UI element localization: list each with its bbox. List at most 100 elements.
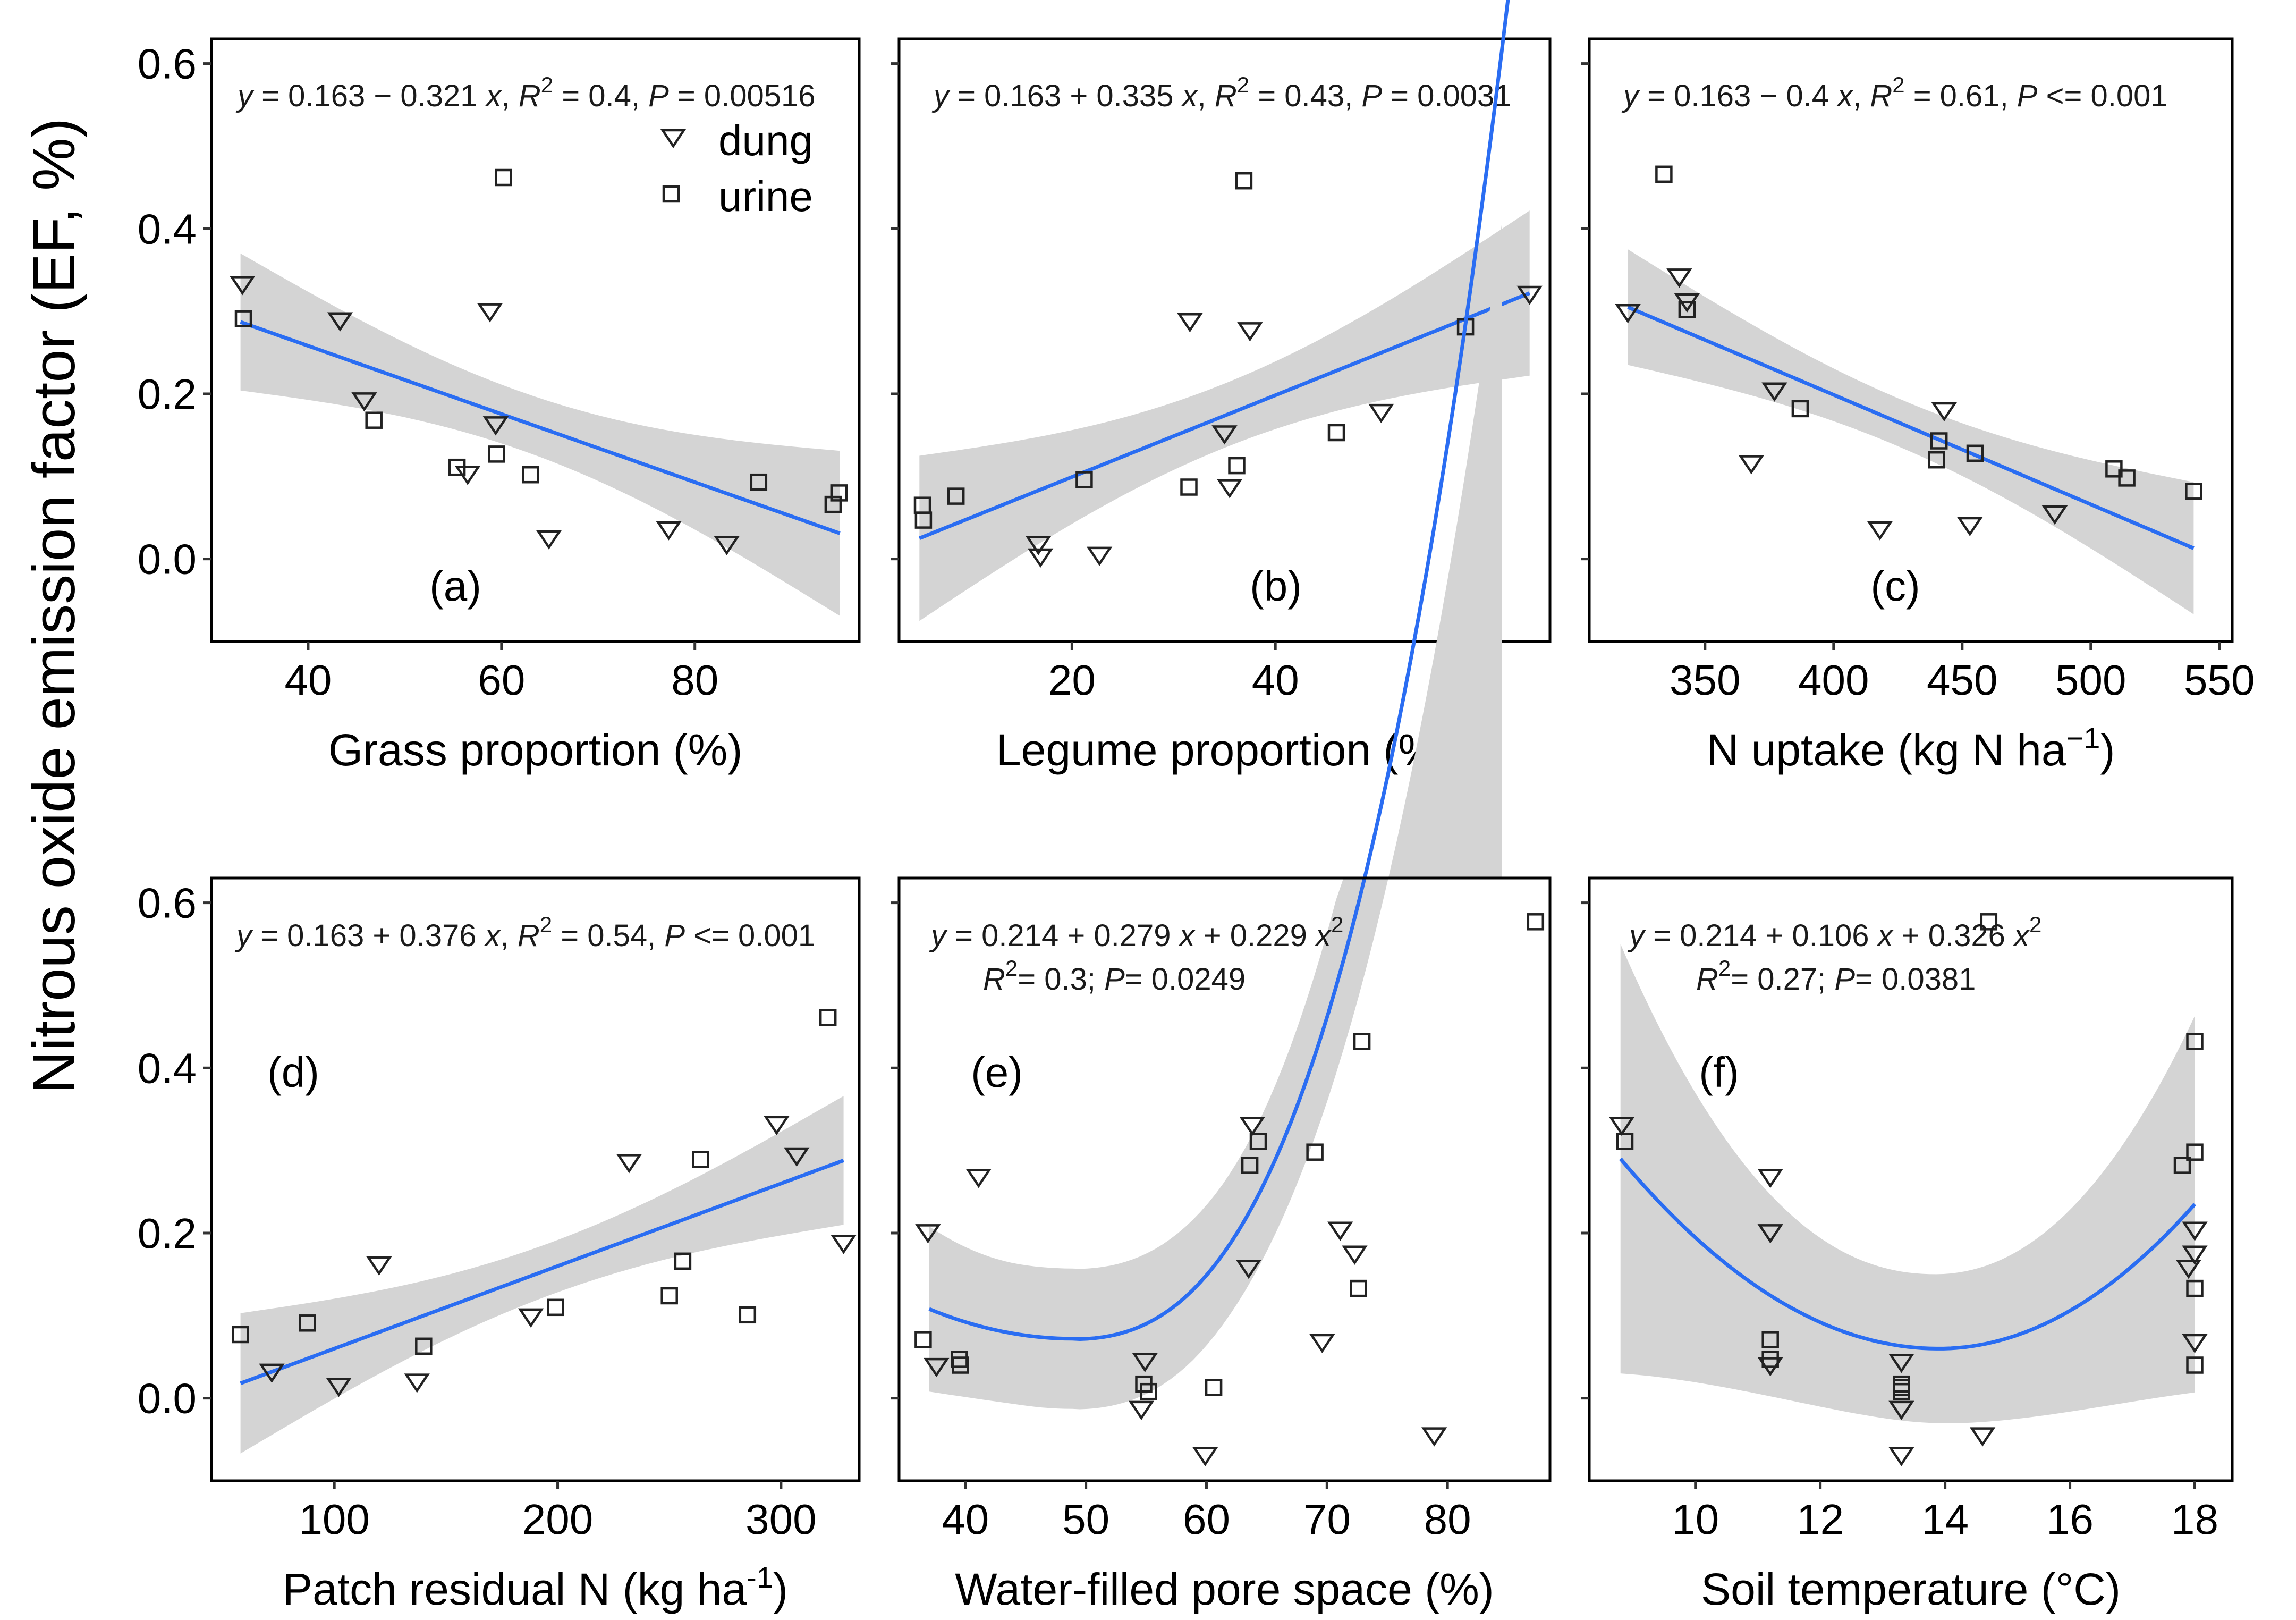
- point-urine: [448, 458, 466, 476]
- point-dung: [1666, 268, 1692, 288]
- y-axis-title: Nitrous oxide emission factor (EF, %): [21, 118, 87, 1094]
- point-urine: [1353, 1033, 1371, 1050]
- regression-stats: R2= 0.27; P= 0.0381: [1696, 956, 1976, 997]
- point-dung: [1888, 1400, 1914, 1420]
- point-dung: [2041, 505, 2068, 525]
- point-urine: [1228, 457, 1246, 475]
- y-tick-label: 0.6: [138, 880, 197, 927]
- point-urine: [2186, 1033, 2204, 1050]
- x-tick-label: 350: [1670, 656, 1740, 704]
- point-dung: [518, 1308, 544, 1328]
- plot-frame: [897, 876, 1552, 1482]
- fit-line: [1627, 305, 2195, 550]
- point-urine: [660, 1287, 678, 1305]
- point-dung: [2175, 1259, 2202, 1279]
- regression-equation: y = 0.214 + 0.279 x + 0.229 x2: [929, 912, 1343, 953]
- point-urine: [299, 1314, 316, 1332]
- x-tick-label: 20: [1048, 656, 1096, 704]
- point-urine: [947, 487, 965, 505]
- plot-frame: [897, 37, 1552, 643]
- point-urine: [1249, 1133, 1267, 1150]
- x-tick-label: 100: [299, 1496, 369, 1543]
- point-dung: [1128, 1400, 1155, 1420]
- point-urine: [2186, 1356, 2204, 1374]
- point-dung: [616, 1154, 642, 1174]
- point-dung: [831, 1235, 857, 1254]
- x-axis-title: Patch residual N (kg ha-1): [283, 1560, 788, 1614]
- point-urine: [750, 473, 768, 491]
- x-tick-label: 16: [2046, 1496, 2094, 1543]
- point-dung: [1239, 1117, 1265, 1136]
- point-dung: [1516, 285, 1543, 306]
- point-urine: [1678, 301, 1696, 318]
- fit-line: [240, 320, 841, 535]
- point-urine: [819, 1009, 837, 1026]
- point-urine: [951, 1351, 968, 1368]
- point-urine: [1075, 471, 1093, 488]
- point-urine: [2186, 1143, 2204, 1161]
- x-tick-label: 80: [671, 656, 718, 704]
- x-tick-label: 10: [1672, 1496, 1719, 1543]
- regression-equation: y = 0.163 + 0.376 x, R2 = 0.54, P <= 0.0…: [234, 912, 815, 953]
- point-dung: [477, 303, 503, 323]
- x-tick-label: 60: [1183, 1496, 1230, 1543]
- point-dung: [259, 1363, 285, 1383]
- point-urine: [1966, 444, 1984, 462]
- panel-label: (a): [429, 562, 481, 610]
- point-dung: [784, 1147, 810, 1167]
- regression-equation: y = 0.163 − 0.321 x, R2 = 0.4, P = 0.005…: [235, 72, 816, 113]
- plot-frame: [210, 876, 861, 1482]
- point-dung: [1309, 1334, 1335, 1354]
- regression-equation: y = 0.163 + 0.335 x, R2 = 0.43, P = 0.00…: [931, 72, 1512, 113]
- point-urine: [1306, 1143, 1324, 1161]
- y-tick-label: 0.2: [138, 370, 197, 418]
- point-dung: [1738, 455, 1765, 475]
- point-dung: [965, 1169, 992, 1188]
- point-dung: [536, 530, 562, 550]
- point-dung: [2182, 1245, 2208, 1265]
- plot-frame: [1588, 876, 2234, 1482]
- regression-equation: y = 0.214 + 0.106 x + 0.326 x2: [1627, 912, 2041, 953]
- point-dung: [229, 276, 256, 296]
- x-tick-label: 50: [1062, 1496, 1109, 1543]
- point-dung: [327, 312, 353, 332]
- legend-urine-marker: [662, 185, 680, 203]
- point-urine: [2105, 460, 2123, 478]
- plot-frame: [210, 37, 861, 643]
- point-urine: [1928, 451, 1945, 469]
- point-dung: [1608, 1117, 1635, 1136]
- x-axis-title: Soil temperature (°C): [1701, 1564, 2121, 1614]
- confidence-band: [240, 253, 840, 616]
- x-tick-label: 550: [2184, 656, 2255, 704]
- point-urine: [824, 495, 842, 513]
- point-dung: [1757, 1224, 1783, 1244]
- point-urine: [914, 511, 933, 529]
- point-dung: [1969, 1427, 1996, 1447]
- point-dung: [714, 536, 740, 555]
- point-urine: [1655, 165, 1673, 183]
- y-tick-label: 0.2: [138, 1210, 197, 1257]
- legend-urine-label: urine: [718, 173, 813, 220]
- legend-dung-marker: [660, 129, 687, 149]
- point-urine: [952, 1356, 969, 1374]
- y-tick-label: 0.4: [138, 1044, 197, 1092]
- point-dung: [1342, 1245, 1368, 1265]
- point-urine: [1616, 1133, 1634, 1150]
- point-urine: [1180, 478, 1198, 496]
- x-axis-title: Grass proportion (%): [328, 725, 743, 775]
- point-urine: [1327, 424, 1345, 442]
- point-dung: [1086, 546, 1113, 566]
- point-urine: [2185, 483, 2202, 500]
- panel-label: (b): [1250, 562, 1302, 610]
- y-tick-label: 0.4: [138, 205, 197, 252]
- point-urine: [914, 1331, 932, 1348]
- panel-c: 350 400 450 500 550 N uptake (kg N ha−1) y = 0…: [1581, 37, 2255, 775]
- x-tick-label: 12: [1797, 1496, 1844, 1543]
- y-tick-label: 0.6: [138, 40, 197, 88]
- point-urine: [1893, 1379, 1910, 1396]
- point-urine: [1205, 1379, 1223, 1396]
- point-dung: [915, 1224, 941, 1244]
- point-dung: [2182, 1334, 2208, 1354]
- x-tick-label: 40: [942, 1496, 989, 1543]
- panel-e: 40 50 60 70 80 Water-filled pore space (%) y =…: [891, 0, 1552, 1614]
